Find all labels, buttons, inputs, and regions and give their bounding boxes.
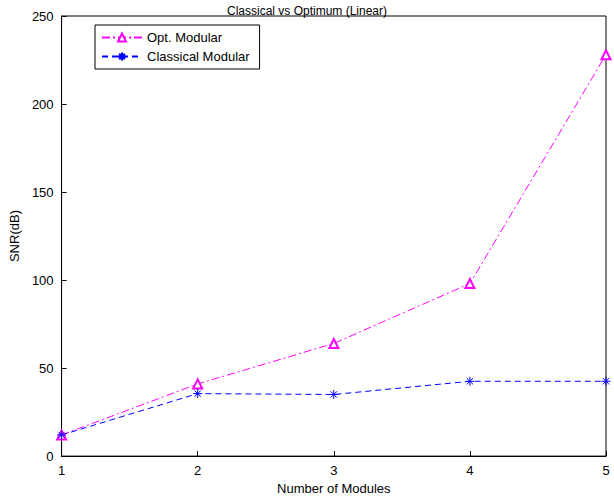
svg-text:2: 2 xyxy=(194,463,201,478)
svg-text:Number of Modules: Number of Modules xyxy=(277,481,391,496)
svg-text:4: 4 xyxy=(466,463,473,478)
svg-text:0: 0 xyxy=(46,449,53,464)
svg-text:3: 3 xyxy=(330,463,337,478)
svg-text:50: 50 xyxy=(39,361,53,376)
svg-text:SNR(dB): SNR(dB) xyxy=(7,210,22,262)
svg-text:250: 250 xyxy=(32,9,54,24)
svg-text:100: 100 xyxy=(32,273,54,288)
svg-text:200: 200 xyxy=(32,97,54,112)
svg-text:5: 5 xyxy=(602,463,609,478)
svg-text:150: 150 xyxy=(32,185,54,200)
svg-text:1: 1 xyxy=(58,463,65,478)
svg-text:Opt. Modular: Opt. Modular xyxy=(147,30,223,45)
svg-text:Classical vs Optimum (Linear): Classical vs Optimum (Linear) xyxy=(227,4,387,18)
svg-text:Classical Modular: Classical Modular xyxy=(147,49,250,64)
